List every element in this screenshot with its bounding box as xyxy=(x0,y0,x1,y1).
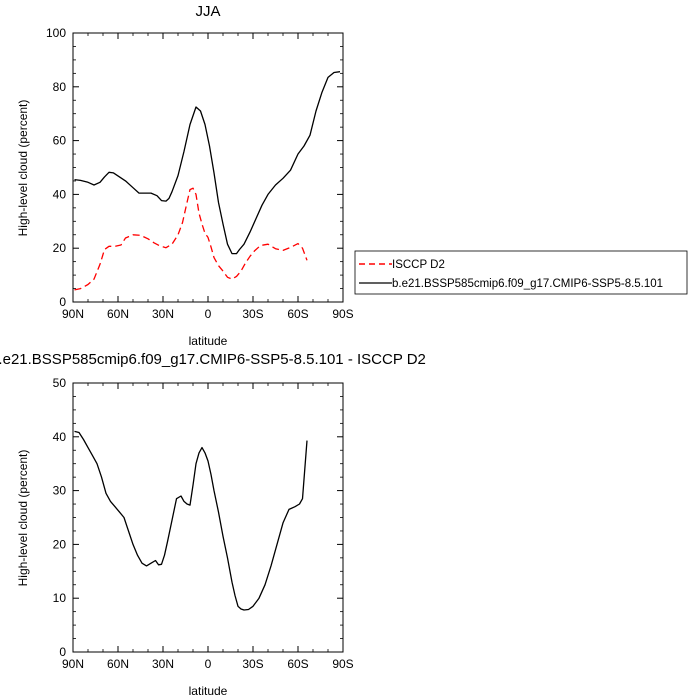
top-y-tick-label: 80 xyxy=(53,80,67,94)
top-y-tick-label: 100 xyxy=(46,26,66,40)
bottom-y-tick-label: 20 xyxy=(53,537,67,551)
top-series-line-1 xyxy=(74,71,341,255)
bottom-x-tick-label: 30S xyxy=(242,657,263,671)
top-y-tick-label: 0 xyxy=(59,295,66,309)
top-y-tick-label: 40 xyxy=(53,187,67,201)
top-panel-plot-frame xyxy=(72,32,344,303)
top-y-tick-label: 60 xyxy=(53,134,67,148)
top-x-tick-label: 90S xyxy=(332,307,353,321)
bottom-series-line-0 xyxy=(74,430,308,611)
bottom-x-tick-label: 60N xyxy=(107,657,129,671)
bottom-y-tick-label: 10 xyxy=(53,591,67,605)
bottom-panel-title: b.e21.BSSP585cmip6.f09_g17.CMIP6-SSP5-8.… xyxy=(0,351,426,368)
legend: ISCCP D2 b.e21.BSSP585cmip6.f09_g17.CMIP… xyxy=(354,250,688,295)
bottom-y-tick-label: 40 xyxy=(53,430,67,444)
bottom-panel-plot-frame xyxy=(72,382,344,653)
legend-label-model: b.e21.BSSP585cmip6.f09_g17.CMIP6-SSP5-8.… xyxy=(392,278,663,290)
bottom-y-tick-label: 30 xyxy=(53,484,67,498)
top-x-tick-label: 30N xyxy=(152,307,174,321)
top-series-line-0 xyxy=(74,187,308,291)
legend-box xyxy=(354,250,688,295)
top-x-tick-label: 30S xyxy=(242,307,263,321)
bottom-panel-x-axis-label: latitude xyxy=(189,684,228,698)
top-y-tick-label: 20 xyxy=(53,241,67,255)
bottom-y-tick-label: 50 xyxy=(53,376,67,390)
top-panel: JJA High-level cloud (percent) latitude … xyxy=(16,3,354,348)
bottom-y-tick-label: 0 xyxy=(59,645,66,659)
top-panel-x-axis-label: latitude xyxy=(189,334,228,348)
legend-label-isccp: ISCCP D2 xyxy=(392,259,445,271)
top-x-tick-label: 0 xyxy=(205,307,212,321)
bottom-panel: b.e21.BSSP585cmip6.f09_g17.CMIP6-SSP5-8.… xyxy=(0,351,426,698)
bottom-x-tick-label: 90N xyxy=(62,657,84,671)
bottom-x-tick-label: 30N xyxy=(152,657,174,671)
top-x-tick-label: 90N xyxy=(62,307,84,321)
top-x-tick-label: 60S xyxy=(287,307,308,321)
top-panel-title: JJA xyxy=(195,3,220,20)
bottom-x-tick-label: 0 xyxy=(205,657,212,671)
bottom-panel-y-axis-label: High-level cloud (percent) xyxy=(16,450,30,587)
bottom-x-tick-label: 60S xyxy=(287,657,308,671)
top-panel-y-axis-label: High-level cloud (percent) xyxy=(16,100,30,237)
top-x-tick-label: 60N xyxy=(107,307,129,321)
bottom-x-tick-label: 90S xyxy=(332,657,353,671)
